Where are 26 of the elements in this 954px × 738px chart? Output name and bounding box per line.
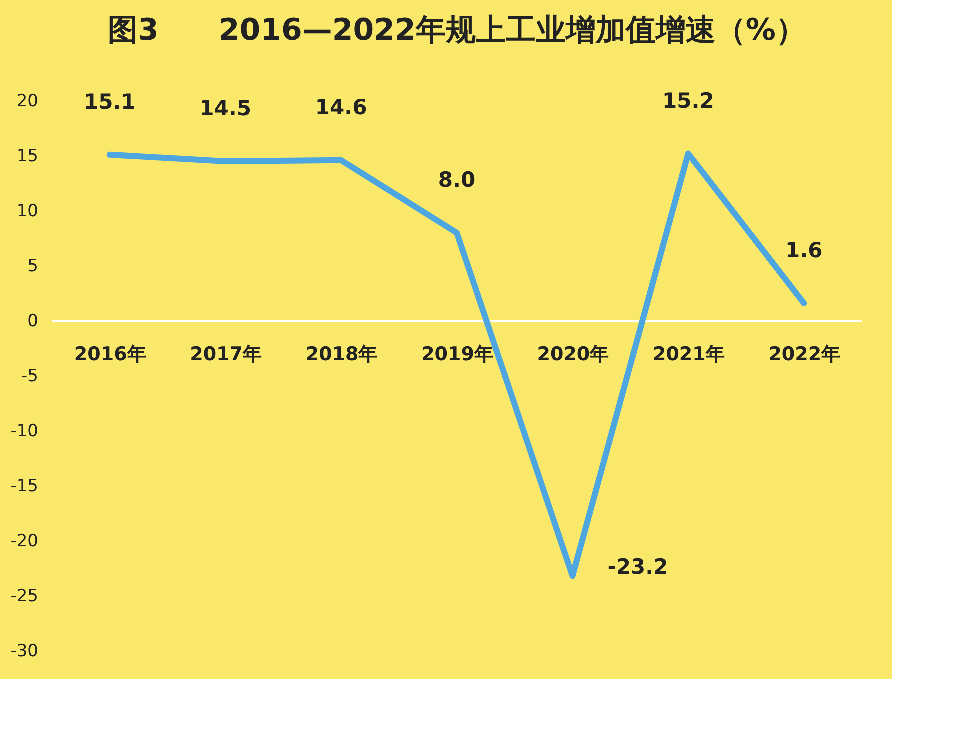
x-tick-label: 2016年: [74, 344, 146, 366]
y-tick-label: 0: [28, 312, 38, 332]
y-tick-label: -25: [10, 586, 38, 606]
y-tick-label: -30: [10, 642, 38, 662]
data-label: 15.1: [84, 90, 136, 114]
y-tick-label: 5: [28, 256, 38, 276]
y-tick-label: 20: [16, 92, 38, 112]
x-tick-label: 2021年: [652, 344, 725, 366]
y-tick-label: -20: [10, 532, 38, 552]
chart-title: 图3 2016—2022年规上工业增加值增速（%）: [108, 12, 806, 48]
y-tick-label: -10: [10, 422, 38, 442]
data-label: 1.6: [786, 238, 823, 262]
y-tick-label: 15: [16, 146, 38, 166]
data-label: 8.0: [438, 168, 476, 192]
data-label: 15.2: [662, 88, 714, 113]
data-label: -23.2: [608, 555, 668, 580]
x-tick-label: 2018年: [306, 344, 378, 366]
x-tick-label: 2022年: [768, 344, 841, 366]
y-tick-label: -15: [10, 476, 38, 496]
x-tick-label: 2020年: [537, 344, 610, 366]
x-tick-label: 2019年: [422, 344, 494, 366]
y-tick-label: -5: [22, 366, 38, 386]
y-tick-label: 10: [16, 202, 38, 222]
data-label: 14.6: [315, 95, 368, 120]
x-tick-label: 2017年: [190, 344, 262, 366]
data-label: 14.5: [200, 96, 252, 120]
